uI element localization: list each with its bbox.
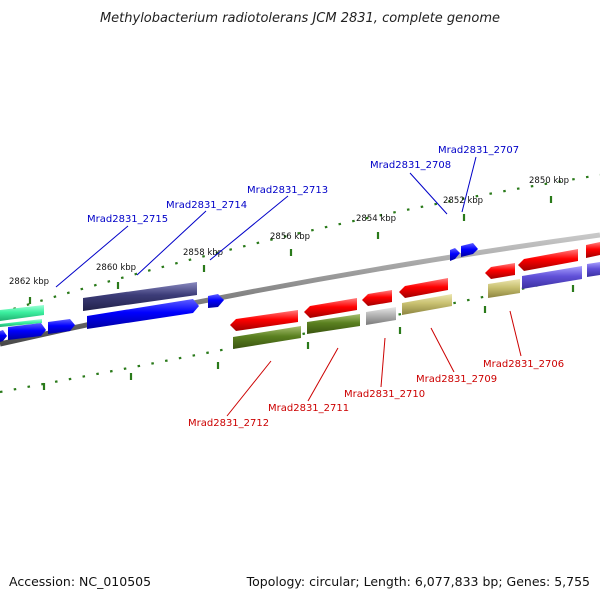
- gene-teal-fragment-lower[interactable]: [0, 319, 42, 327]
- scale-label-2854: 2854 kbp: [356, 214, 396, 224]
- gene-blue-small[interactable]: [208, 294, 224, 308]
- gene-red-2709[interactable]: [399, 278, 448, 298]
- gene-grey-2710[interactable]: [366, 307, 396, 325]
- gene-label-mrad2831-2707[interactable]: Mrad2831_2707: [438, 145, 519, 156]
- gene-olive-2712[interactable]: [233, 326, 301, 349]
- gene-blue-2707[interactable]: [461, 243, 478, 257]
- gene-red-2712[interactable]: [230, 310, 298, 331]
- gene-label-mrad2831-2714[interactable]: Mrad2831_2714: [166, 200, 247, 211]
- gene-red-2706-a[interactable]: [485, 263, 515, 279]
- genome-summary-text: Topology: circular; Length: 6,077,833 bp…: [246, 574, 590, 589]
- upper-scale-ring: [0, 173, 600, 315]
- gene-blue-left-a[interactable]: [8, 323, 46, 340]
- gene-khaki-2706[interactable]: [488, 279, 520, 298]
- gene-label-mrad2831-2713[interactable]: Mrad2831_2713: [247, 185, 328, 196]
- scale-label-2858: 2858 kbp: [183, 248, 223, 258]
- scale-labels: 2862 kbp 2860 kbp 2858 kbp 2856 kbp 2854…: [9, 176, 569, 287]
- gene-lavender-b[interactable]: [587, 262, 600, 277]
- gene-red-2711[interactable]: [304, 298, 357, 318]
- gene-blue-2708[interactable]: [450, 248, 460, 261]
- reverse-genes: [230, 249, 600, 349]
- map-title: Methylobacterium radiotolerans JCM 2831,…: [100, 11, 500, 26]
- gene-label-mrad2831-2709[interactable]: Mrad2831_2709: [416, 374, 497, 385]
- scale-label-2860: 2860 kbp: [96, 263, 136, 273]
- gene-label-mrad2831-2710[interactable]: Mrad2831_2710: [344, 389, 425, 400]
- lower-scale-ring: [0, 270, 600, 394]
- gene-khaki-2709[interactable]: [402, 294, 452, 315]
- gene-olive-2711[interactable]: [307, 314, 360, 334]
- scale-label-2852: 2852 kbp: [443, 196, 483, 206]
- gene-navy-upper[interactable]: [83, 282, 197, 311]
- gene-label-mrad2831-2715[interactable]: Mrad2831_2715: [87, 214, 168, 225]
- gene-lavender-a[interactable]: [522, 266, 582, 289]
- gene-label-mrad2831-2708[interactable]: Mrad2831_2708: [370, 160, 451, 171]
- gene-red-2710[interactable]: [362, 290, 392, 306]
- gene-label-mrad2831-2711[interactable]: Mrad2831_2711: [268, 403, 349, 414]
- scale-label-2850: 2850 kbp: [529, 176, 569, 186]
- gene-red-far-right[interactable]: [586, 242, 600, 258]
- gene-label-mrad2831-2706[interactable]: Mrad2831_2706: [483, 359, 564, 370]
- forward-genes: [0, 242, 600, 342]
- forward-gene-labels: Mrad2831_2715 Mrad2831_2714 Mrad2831_271…: [55, 145, 519, 288]
- gene-label-mrad2831-2712[interactable]: Mrad2831_2712: [188, 418, 269, 429]
- gene-red-2706-b[interactable]: [518, 249, 578, 271]
- scale-label-2862: 2862 kbp: [9, 277, 49, 287]
- scale-label-2856: 2856 kbp: [270, 232, 310, 242]
- gene-blue-edge[interactable]: [0, 330, 7, 342]
- gene-blue-left-b[interactable]: [48, 319, 75, 334]
- reverse-gene-labels: Mrad2831_2712 Mrad2831_2711 Mrad2831_271…: [188, 310, 564, 429]
- gene-teal-fragment[interactable]: [0, 305, 44, 321]
- gene-blue-lower[interactable]: [87, 299, 199, 329]
- genome-backbone: [0, 232, 600, 347]
- accession-text: Accession: NC_010505: [9, 574, 151, 589]
